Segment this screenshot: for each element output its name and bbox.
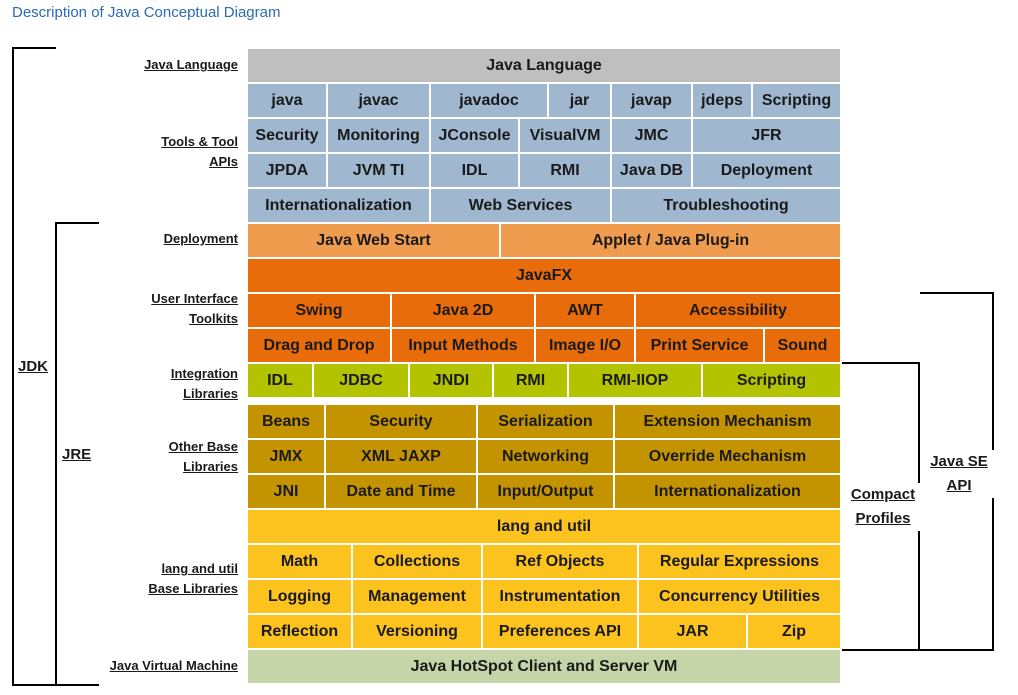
cell-lang_util-reflection: Reflection <box>248 615 353 648</box>
cell-lang_util-jar: JAR <box>639 615 748 648</box>
cell-ui-input-methods: Input Methods <box>392 329 536 362</box>
cell-language-java-language: Java Language <box>248 49 840 82</box>
cell-lang_util-math: Math <box>248 545 353 578</box>
cell-tools-rmi: RMI <box>520 154 612 187</box>
cell-tools-jdeps: jdeps <box>693 84 753 117</box>
cell-tools-scripting: Scripting <box>753 84 840 117</box>
cell-tools-jvm-ti: JVM TI <box>328 154 431 187</box>
cell-tools-javac: javac <box>328 84 431 117</box>
cell-lang_util-concurrency-utilities: Concurrency Utilities <box>639 580 840 613</box>
cell-lang_util-logging: Logging <box>248 580 353 613</box>
cell-other_base-serialization: Serialization <box>478 405 615 438</box>
cell-tools-jpda: JPDA <box>248 154 328 187</box>
cell-ui-javafx: JavaFX <box>248 259 840 292</box>
cell-integration-rmi: RMI <box>494 364 569 397</box>
cell-tools-visualvm: VisualVM <box>520 119 612 152</box>
row-label-jvm: Java Virtual Machine <box>109 658 238 673</box>
cell-integration-scripting: Scripting <box>703 364 840 397</box>
cell-tools-java: java <box>248 84 328 117</box>
row-label-integration: Integration Libraries <box>170 366 238 401</box>
cell-tools-security: Security <box>248 119 328 152</box>
cell-integration-rmi-iiop: RMI-IIOP <box>569 364 703 397</box>
cell-tools-java-db: Java DB <box>612 154 693 187</box>
cell-other_base-internationalization: Internationalization <box>615 475 840 508</box>
cell-other_base-jmx: JMX <box>248 440 326 473</box>
cell-other_base-jni: JNI <box>248 475 326 508</box>
cell-tools-jconsole: JConsole <box>431 119 520 152</box>
cell-other_base-extension-mechanism: Extension Mechanism <box>615 405 840 438</box>
row-label-tools: Tools & Tool APIs <box>161 134 238 169</box>
row-label-java-language: Java Language <box>144 57 238 72</box>
cell-tools-jar: jar <box>549 84 612 117</box>
cell-other_base-networking: Networking <box>478 440 615 473</box>
cell-ui-awt: AWT <box>536 294 636 327</box>
row-label-deployment: Deployment <box>163 231 238 246</box>
cell-other_base-security: Security <box>326 405 478 438</box>
cell-ui-print-service: Print Service <box>636 329 765 362</box>
jre-bracket <box>55 222 99 686</box>
cell-integration-jdbc: JDBC <box>314 364 410 397</box>
cell-integration-jndi: JNDI <box>410 364 494 397</box>
cell-tools-deployment: Deployment <box>693 154 840 187</box>
jdk-label: JDK <box>16 355 51 379</box>
cell-deployment-java-web-start: Java Web Start <box>248 224 501 257</box>
cell-tools-troubleshooting: Troubleshooting <box>612 189 840 222</box>
cell-other_base-date-and-time: Date and Time <box>326 475 478 508</box>
cell-ui-drag-and-drop: Drag and Drop <box>248 329 392 362</box>
cell-other_base-xml-jaxp: XML JAXP <box>326 440 478 473</box>
cell-tools-internationalization: Internationalization <box>248 189 431 222</box>
cell-jvm-java-hotspot-client-and-server-vm: Java HotSpot Client and Server VM <box>248 650 840 683</box>
cell-tools-web-services: Web Services <box>431 189 612 222</box>
cell-tools-jmc: JMC <box>612 119 693 152</box>
cell-lang_util-preferences-api: Preferences API <box>483 615 639 648</box>
cell-other_base-override-mechanism: Override Mechanism <box>615 440 840 473</box>
cell-ui-sound: Sound <box>765 329 840 362</box>
cell-tools-javap: javap <box>612 84 693 117</box>
cell-other_base-beans: Beans <box>248 405 326 438</box>
cell-tools-jfr: JFR <box>693 119 840 152</box>
row-label-other-base: Other Base Libraries <box>168 439 238 474</box>
cell-lang_util-zip: Zip <box>748 615 840 648</box>
cell-ui-image-i-o: Image I/O <box>536 329 636 362</box>
cell-ui-accessibility: Accessibility <box>636 294 840 327</box>
compact-profiles-label: Compact Profiles <box>844 483 922 531</box>
row-label-lang-util: lang and util Base Libraries <box>148 561 238 596</box>
row-label-ui-toolkits: User Interface Toolkits <box>151 291 238 326</box>
cell-tools-idl: IDL <box>431 154 520 187</box>
cell-tools-javadoc: javadoc <box>431 84 549 117</box>
cell-integration-idl: IDL <box>248 364 314 397</box>
cell-deployment-applet-java-plug-in: Applet / Java Plug-in <box>501 224 840 257</box>
jdk-bracket <box>12 47 56 686</box>
cell-lang_util-regular-expressions: Regular Expressions <box>639 545 840 578</box>
cell-other_base-input-output: Input/Output <box>478 475 615 508</box>
cell-ui-java-2d: Java 2D <box>392 294 536 327</box>
cell-lang_util-versioning: Versioning <box>353 615 483 648</box>
cell-lang_util-instrumentation: Instrumentation <box>483 580 639 613</box>
java-se-api-label: Java SE API <box>921 450 997 498</box>
cell-lang_util-collections: Collections <box>353 545 483 578</box>
jre-label: JRE <box>60 443 94 467</box>
cell-lang_util-management: Management <box>353 580 483 613</box>
cell-ui-swing: Swing <box>248 294 392 327</box>
page-title: Description of Java Conceptual Diagram <box>12 4 281 21</box>
cell-tools-monitoring: Monitoring <box>328 119 431 152</box>
cell-lang_util-lang-and-util: lang and util <box>248 510 840 543</box>
cell-lang_util-ref-objects: Ref Objects <box>483 545 639 578</box>
